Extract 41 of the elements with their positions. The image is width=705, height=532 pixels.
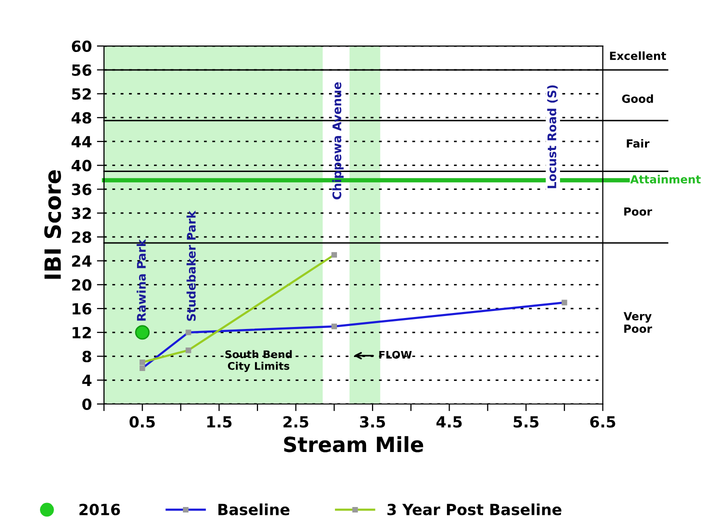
y-tick-label: 48 — [72, 112, 92, 124]
x-tick-label: 0.5 — [130, 416, 155, 428]
x-axis-title: Stream Mile — [284, 436, 424, 452]
y-tick-label: 32 — [72, 208, 91, 220]
annotation: Studebaker Park — [186, 210, 196, 321]
legend-label: 3 Year Post Baseline — [387, 503, 562, 516]
annotation: Chippewa Avenue — [332, 82, 344, 200]
text: Very Poor — [624, 312, 652, 333]
y-tick-label: 28 — [72, 231, 92, 243]
x-tick-label: 2.5 — [284, 416, 308, 428]
y-tick-label: 16 — [72, 303, 92, 315]
y-tick-label: 44 — [72, 136, 92, 148]
annotation: Rawina Park — [136, 238, 146, 321]
legend-label: 2016 — [79, 504, 120, 516]
x-tick-label: 1.5 — [207, 416, 232, 428]
ref-line-label: Attainment — [630, 174, 701, 184]
legend-label: Baseline — [218, 503, 290, 516]
x-tick-label: 3.5 — [360, 416, 386, 428]
text: Poor — [624, 207, 652, 216]
y-tick-label: 60 — [72, 40, 92, 52]
y-tick-label: 36 — [72, 184, 92, 196]
y-tick-label: 12 — [72, 326, 91, 338]
y-tick-label: 8 — [82, 350, 92, 362]
y-tick-label: 20 — [72, 279, 92, 291]
point — [135, 325, 150, 340]
x-tick-label: 6.5 — [590, 416, 616, 428]
annotation: Locust Road (S) — [547, 85, 558, 188]
x-tick-label: 5.5 — [514, 416, 539, 428]
annotation: South Bend City Limits — [225, 350, 292, 372]
y-tick-label: 0 — [82, 398, 92, 410]
annotation: FLOW — [379, 350, 412, 359]
y-tick-label: 52 — [72, 88, 91, 100]
y-axis-title: IBI Score — [44, 170, 62, 279]
y-tick-label: 40 — [72, 160, 92, 172]
y-tick-label: 24 — [72, 255, 92, 267]
text: Good — [622, 94, 653, 103]
text: Excellent — [610, 51, 666, 60]
x-tick-label: 4.5 — [436, 416, 462, 428]
y-tick-label: 4 — [82, 374, 92, 386]
y-tick-label: 56 — [72, 64, 92, 76]
text: Fair — [626, 139, 650, 148]
